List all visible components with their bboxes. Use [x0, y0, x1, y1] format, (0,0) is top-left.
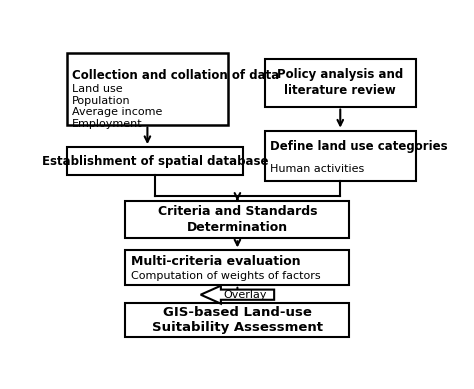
Text: Land use
Population
Average income
Employment: Land use Population Average income Emplo… — [72, 84, 163, 129]
Text: Define land use categories: Define land use categories — [271, 140, 448, 153]
Text: Policy analysis and
literature review: Policy analysis and literature review — [277, 68, 403, 97]
FancyBboxPatch shape — [66, 147, 243, 175]
FancyBboxPatch shape — [125, 201, 349, 238]
FancyBboxPatch shape — [265, 59, 416, 107]
Text: Overlay: Overlay — [223, 290, 266, 300]
Text: GIS-based Land-use
Suitability Assessment: GIS-based Land-use Suitability Assessmen… — [152, 306, 323, 334]
FancyBboxPatch shape — [265, 131, 416, 181]
FancyBboxPatch shape — [66, 53, 228, 124]
FancyBboxPatch shape — [125, 251, 349, 285]
Text: Computation of weights of factors: Computation of weights of factors — [131, 271, 320, 281]
Text: Collection and collation of data: Collection and collation of data — [72, 69, 279, 82]
Text: Establishment of spatial database: Establishment of spatial database — [42, 155, 268, 168]
Text: Human activities: Human activities — [271, 164, 365, 174]
FancyBboxPatch shape — [125, 303, 349, 337]
Polygon shape — [201, 286, 274, 304]
Text: Multi-criteria evaluation: Multi-criteria evaluation — [131, 255, 301, 268]
Text: Criteria and Standards
Determination: Criteria and Standards Determination — [158, 205, 317, 234]
